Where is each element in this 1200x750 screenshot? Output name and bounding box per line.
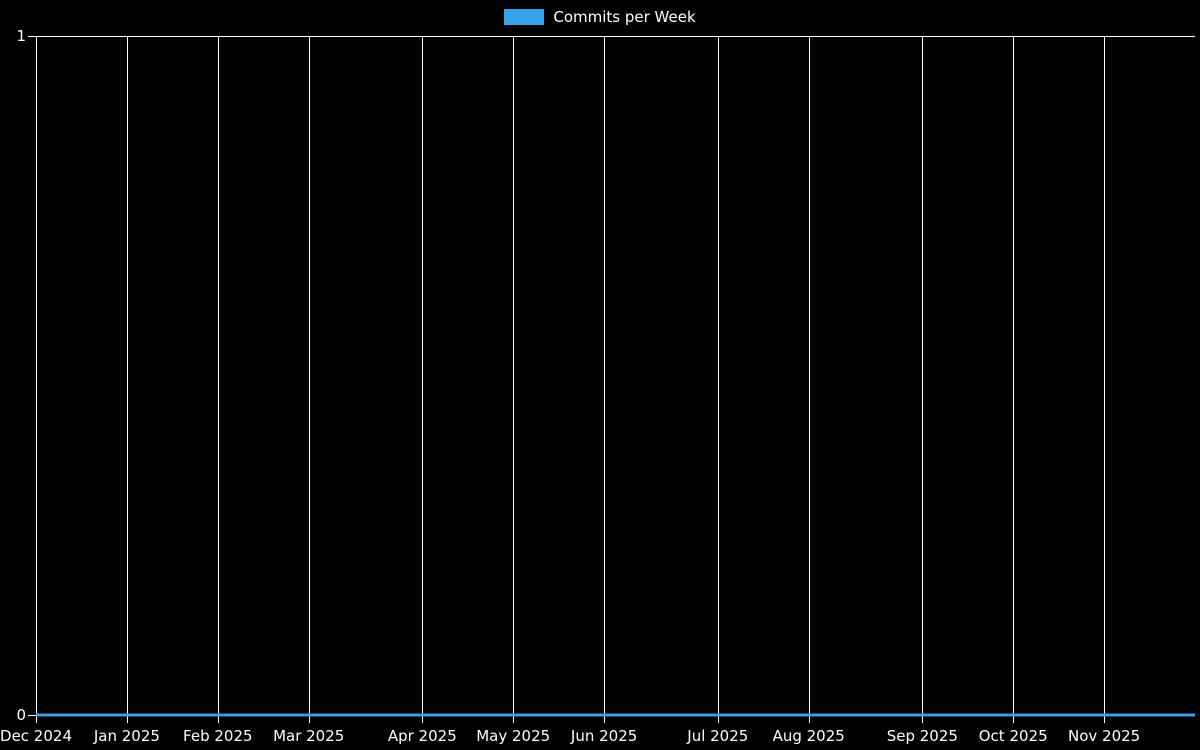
x-axis-tick-label: Mar 2025 bbox=[273, 727, 345, 745]
y-axis-tick-label: 0 bbox=[16, 706, 26, 724]
x-axis-tick-label: Feb 2025 bbox=[183, 727, 253, 745]
y-axis-top-gridline bbox=[36, 36, 1195, 37]
month-gridline bbox=[717, 36, 719, 723]
month-gridline bbox=[513, 36, 515, 723]
y-axis-tick-label: 1 bbox=[16, 27, 26, 45]
y-axis-line bbox=[36, 36, 37, 723]
month-gridline bbox=[808, 36, 810, 723]
legend-swatch-icon bbox=[504, 9, 545, 25]
x-axis-tick-label: Apr 2025 bbox=[387, 727, 457, 745]
x-axis-tick-label: Nov 2025 bbox=[1067, 727, 1141, 745]
y-axis-tick-mark bbox=[28, 36, 36, 37]
x-axis-tick-label: Jan 2025 bbox=[93, 727, 160, 745]
x-axis-tick-label: May 2025 bbox=[476, 727, 551, 745]
chart-legend: Commits per Week bbox=[0, 9, 1200, 25]
legend-item-commits-per-week[interactable]: Commits per Week bbox=[504, 8, 696, 26]
month-gridline bbox=[126, 36, 128, 723]
x-axis-tick-label: Aug 2025 bbox=[772, 727, 845, 745]
x-axis-tick-label: Sep 2025 bbox=[886, 727, 958, 745]
month-gridline bbox=[422, 36, 424, 723]
y-axis-tick-mark bbox=[28, 715, 36, 716]
x-axis-tick-label: Jun 2025 bbox=[570, 727, 638, 745]
x-axis-tick-label: Oct 2025 bbox=[978, 727, 1048, 745]
x-axis-tick-label: Dec 2024 bbox=[0, 727, 72, 745]
month-gridline bbox=[217, 36, 219, 723]
x-axis-tick-label: Jul 2025 bbox=[687, 727, 749, 745]
month-gridline bbox=[604, 36, 606, 723]
legend-label: Commits per Week bbox=[553, 8, 696, 26]
month-gridline bbox=[308, 36, 310, 723]
month-gridline bbox=[922, 36, 924, 723]
month-gridline bbox=[1013, 36, 1015, 723]
month-gridline bbox=[1104, 36, 1106, 723]
